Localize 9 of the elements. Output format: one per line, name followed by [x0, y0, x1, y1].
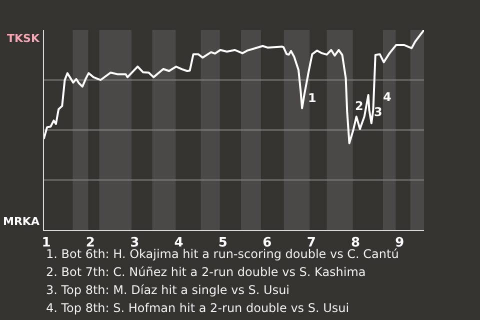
text: 4. Top 8th: S. Hofman hit a 2-run double vs S. Usui — [46, 301, 350, 315]
text: MRKA — [3, 215, 40, 228]
text: TKSK — [7, 32, 40, 45]
text: 2. Bot 7th: C. Núñez hit a 2-run double vs S. Kashima — [46, 265, 366, 279]
annotation: 2 — [355, 99, 364, 113]
annotation: 3 — [374, 105, 382, 119]
text: 3. Top 8th: M. Díaz hit a single vs S. Usui — [46, 283, 290, 297]
annotation: 4 — [383, 90, 392, 104]
annotation: 1 — [308, 91, 316, 105]
